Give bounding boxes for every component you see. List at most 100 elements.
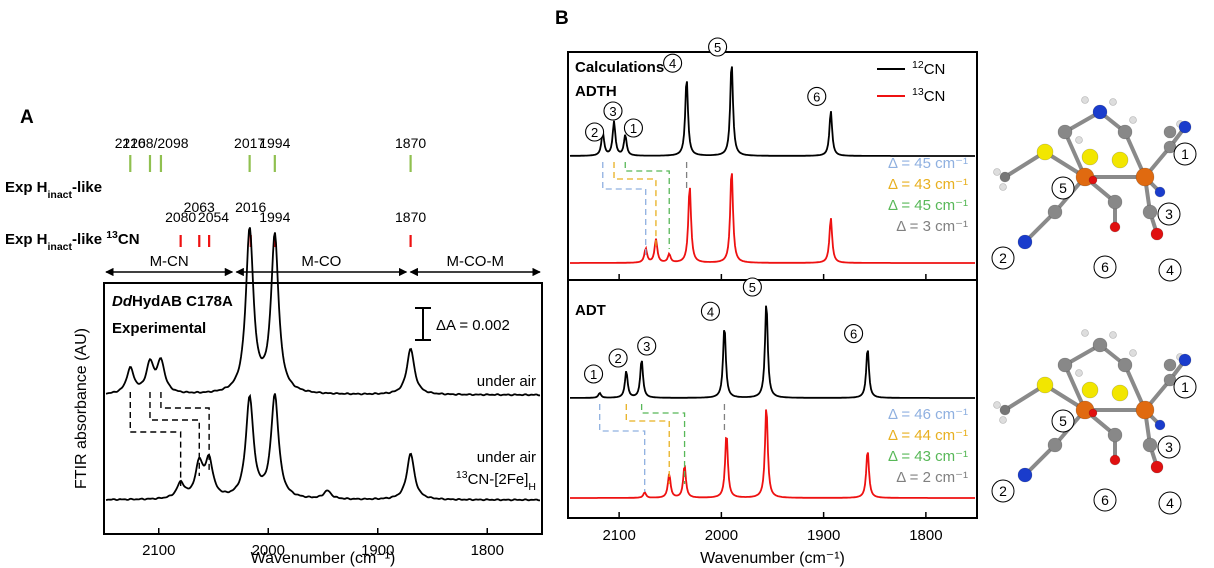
mode-number: 6 <box>850 327 857 342</box>
oxygen-atom <box>1088 408 1098 418</box>
tick-row-label: Exp Hinact-like 13CN <box>5 229 140 253</box>
x-tick-label: 1900 <box>807 527 840 544</box>
carbon-atom <box>1163 125 1177 139</box>
hydrogen-atom <box>1081 329 1089 337</box>
panel-label-a: A <box>20 107 34 128</box>
sulfur-atom <box>1036 143 1054 161</box>
mode-number-circle <box>637 336 657 356</box>
legend-label: 12CN <box>912 59 945 78</box>
mode-label: 1 <box>1181 146 1189 162</box>
sulfur-atom <box>1111 151 1129 169</box>
oxygen-atom <box>1109 454 1121 466</box>
mode-number-circle <box>663 53 683 73</box>
hydrogen-atom <box>993 401 1001 409</box>
scale-bar-label: ΔA = 0.002 <box>436 317 510 334</box>
x-axis-label: Wavenumber (cm⁻¹) <box>700 550 845 567</box>
hydrogen-atom <box>999 416 1007 424</box>
carbon-atom <box>1047 204 1063 220</box>
spectrum-13cn <box>105 393 540 502</box>
mode-number: 6 <box>813 89 820 104</box>
sulfur-atom <box>1036 376 1054 394</box>
correlation-line <box>624 162 670 249</box>
plot-frame <box>567 51 978 519</box>
correlation-line <box>149 392 200 476</box>
mode-number: 2 <box>614 351 621 366</box>
carbon-atom <box>1117 357 1133 373</box>
hydrogen-atom <box>993 168 1001 176</box>
correlation-line <box>613 162 657 249</box>
mode-label: 2 <box>999 483 1007 499</box>
carbon-atom <box>1057 124 1073 140</box>
series-label-13cn: under air <box>477 449 536 466</box>
mode-number: 4 <box>707 304 714 319</box>
nitrogen-atom <box>1154 419 1166 431</box>
hydrogen-atom <box>1129 349 1137 357</box>
subplot-title: ADTH <box>575 83 617 100</box>
peak-label: 2080 <box>165 209 196 225</box>
delta-label: Δ = 46 cm⁻¹ <box>888 406 968 423</box>
oxygen-atom <box>1109 221 1121 233</box>
mode-number-circle <box>584 364 604 384</box>
hydrogen-atom <box>999 183 1007 191</box>
mode-number: 1 <box>630 121 637 136</box>
spectrum-13cn <box>570 409 975 499</box>
sulfur-atom <box>1111 384 1129 402</box>
subplot-title: ADT <box>575 302 606 319</box>
mode-label: 4 <box>1166 495 1174 511</box>
spectrum-12cn <box>570 305 975 399</box>
mode-number-circle <box>623 118 643 138</box>
carbon-atom <box>1107 194 1123 210</box>
nitrogen-atom <box>1178 120 1192 134</box>
mode-label: 5 <box>1059 413 1067 429</box>
legend-label: 13CN <box>912 86 945 105</box>
delta-label: Δ = 43 cm⁻¹ <box>888 448 968 465</box>
peak-label: 2017 <box>234 135 265 151</box>
mode-number: 3 <box>643 339 650 354</box>
peak-label: 2063 <box>184 199 215 215</box>
spectrum-12cn <box>569 66 975 157</box>
subplot-title: Calculations <box>575 59 664 76</box>
mode-label: 4 <box>1166 262 1174 278</box>
panel-a: A Exp Hinact-like Exp Hinact-like 13CN 2126… <box>5 107 543 567</box>
spectrum-13cn <box>570 173 975 264</box>
carbon-atom <box>1057 357 1073 373</box>
mode-label: 3 <box>1165 439 1173 455</box>
bridgehead-atom <box>1092 337 1108 353</box>
y-axis-label: FTIR absorbance (AU) <box>73 328 90 489</box>
mode-number: 2 <box>591 125 598 140</box>
hydrogen-atom <box>1081 96 1089 104</box>
iron-atom <box>1135 400 1155 420</box>
carbon-atom <box>1163 358 1177 372</box>
region-label: M-CO-M <box>446 253 503 270</box>
mode-label-circle <box>1051 176 1075 200</box>
bond <box>1023 210 1057 244</box>
delta-label: Δ = 2 cm⁻¹ <box>896 469 968 486</box>
oxygen-atom <box>1150 460 1164 474</box>
carbon-atom <box>1142 204 1158 220</box>
carbon-atom <box>999 171 1011 183</box>
mode-number-circle <box>742 277 762 297</box>
mode-label-circle <box>991 479 1015 503</box>
mode-number: 5 <box>714 40 721 55</box>
mode-label-circle <box>1173 142 1197 166</box>
mode-label-circle <box>1157 435 1181 459</box>
mode-number-circle <box>585 122 605 142</box>
carbon-atom <box>1142 437 1158 453</box>
mode-label-circle <box>1158 258 1182 282</box>
nitrogen-atom <box>1017 467 1033 483</box>
mode-label: 6 <box>1101 492 1109 508</box>
x-tick-label: 1800 <box>471 542 504 559</box>
x-tick-label: 2100 <box>142 542 175 559</box>
x-tick-label: 1800 <box>909 527 942 544</box>
mode-number: 4 <box>669 56 676 71</box>
mode-label: 6 <box>1101 259 1109 275</box>
series-label-13cn-2: 13CN-[2Fe]H <box>456 469 536 493</box>
oxygen-atom <box>1150 227 1164 241</box>
peak-label: 2054 <box>198 209 229 225</box>
mode-label: 2 <box>999 250 1007 266</box>
carbon-atom <box>1117 124 1133 140</box>
mode-number-circle <box>700 301 720 321</box>
mode-label-circle <box>1093 255 1117 279</box>
mode-label-circle <box>991 246 1015 270</box>
x-axis-label: Wavenumber (cm⁻¹) <box>251 550 396 567</box>
